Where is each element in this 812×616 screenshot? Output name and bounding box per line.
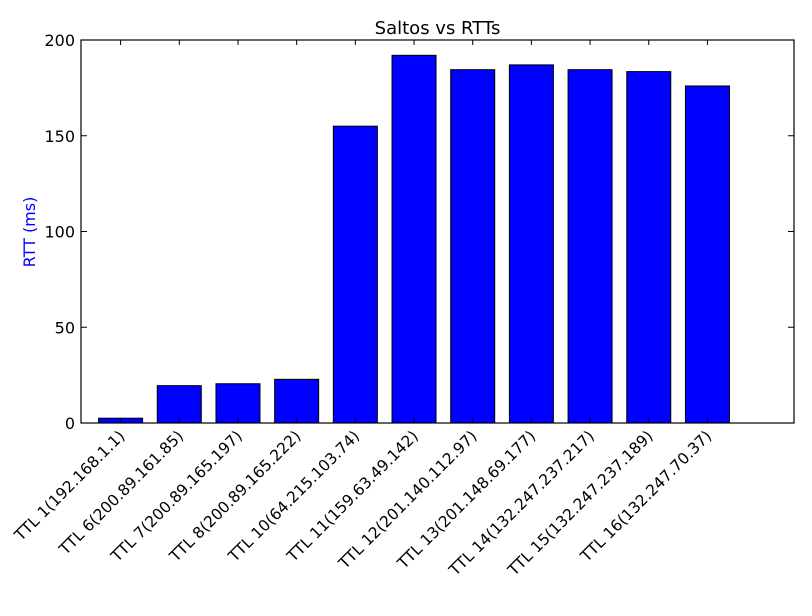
y-ticks-group: 0 50 100 150 200 <box>44 31 794 433</box>
bar-10 <box>626 71 672 424</box>
y-axis-label: RTT (ms) <box>20 197 39 268</box>
chart-title: Saltos vs RTTs <box>375 18 501 39</box>
bar-2 <box>156 385 202 424</box>
y-tick-label: 50 <box>55 318 75 337</box>
bar-3 <box>215 383 261 424</box>
bar-6 <box>391 54 437 424</box>
bar-11 <box>684 85 730 424</box>
y-tick-label: 0 <box>65 414 75 433</box>
bar-9 <box>567 69 613 424</box>
y-tick-label: 200 <box>44 31 75 50</box>
bar-4 <box>274 378 320 424</box>
bar-7 <box>450 69 496 424</box>
bars-group <box>98 54 730 424</box>
bar-8 <box>508 64 554 424</box>
y-tick-label: 150 <box>44 127 75 146</box>
bar-5 <box>332 125 378 424</box>
y-tick-label: 100 <box>44 223 75 242</box>
